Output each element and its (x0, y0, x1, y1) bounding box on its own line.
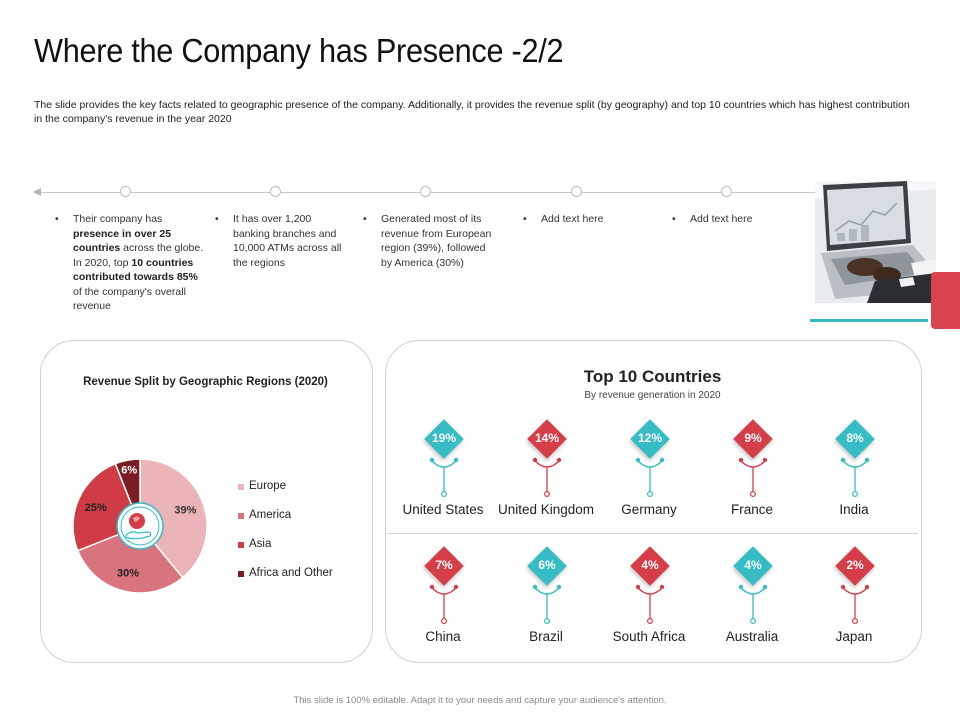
timeline-dot (270, 186, 281, 197)
connector-stem-icon (635, 584, 665, 624)
legend-swatch (238, 484, 244, 490)
country-name: Brazil (529, 629, 563, 644)
revenue-split-panel (40, 340, 373, 663)
connector-stem-icon (429, 457, 459, 497)
connector-stem-icon (738, 457, 768, 497)
country-name: France (730, 502, 774, 517)
connector-stem-icon (738, 584, 768, 624)
connector-stem-icon (429, 584, 459, 624)
legend-swatch (238, 542, 244, 548)
accent-tab (931, 272, 960, 329)
fact-placeholder: • Add text here (523, 213, 604, 225)
country-value: 8% (846, 431, 864, 445)
timeline-dot (420, 186, 431, 197)
connector-stem-icon (840, 457, 870, 497)
country-name: United States (402, 502, 484, 517)
accent-bar (810, 319, 928, 322)
timeline-dot (721, 186, 732, 197)
timeline-dot (571, 186, 582, 197)
laptop-photo (815, 181, 936, 303)
slide-subtitle: The slide provides the key facts related… (34, 99, 910, 125)
country-name: Australia (725, 629, 779, 644)
bullet: • (55, 213, 59, 225)
country-value: 2% (846, 558, 864, 572)
timeline-line (40, 192, 830, 193)
timeline-arrow-icon (33, 188, 41, 196)
country-value: 4% (744, 558, 762, 572)
fact-revenue-region: • Generated most of its revenue from Eur… (363, 213, 492, 269)
country-name: Germany (621, 502, 677, 517)
top-countries-title: Top 10 Countries (583, 367, 722, 386)
legend-swatch (238, 513, 244, 519)
countries-divider (387, 533, 918, 534)
country-value: 7% (435, 558, 453, 572)
fact-placeholder: • Add text here (672, 213, 753, 225)
chart-title: Revenue Split by Geographic Regions (202… (83, 376, 328, 388)
connector-stem-icon (532, 584, 562, 624)
connector-stem-icon (840, 584, 870, 624)
connector-stem-icon (532, 457, 562, 497)
legend-swatch (238, 571, 244, 577)
fact-presence: • Their company has presence in over 25 … (55, 213, 204, 312)
country-value: 9% (744, 431, 762, 445)
timeline-dot (120, 186, 131, 197)
footer-note: This slide is 100% editable. Adapt it to… (293, 695, 667, 706)
country-value: 4% (641, 558, 659, 572)
country-name: Japan (835, 629, 873, 644)
country-name: South Africa (612, 629, 686, 644)
country-name: India (839, 502, 869, 517)
country-value: 14% (534, 431, 560, 445)
fact-branches: • It has over 1,200 banking branches and… (215, 213, 342, 269)
country-name: China (425, 629, 461, 644)
connector-stem-icon (635, 457, 665, 497)
country-value: 6% (538, 558, 556, 572)
country-name: United Kingdom (497, 502, 595, 517)
top-countries-panel (385, 340, 922, 663)
slide-title: Where the Company has Presence -2/2 (34, 32, 564, 69)
country-value: 19% (431, 431, 457, 445)
top-countries-subtitle: By revenue generation in 2020 (584, 390, 721, 401)
country-value: 12% (637, 431, 663, 445)
